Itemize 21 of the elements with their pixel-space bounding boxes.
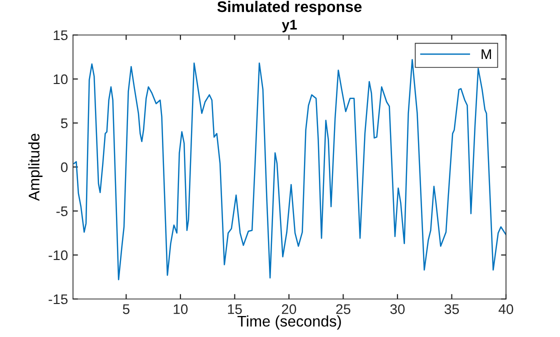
y-tick-label: 0 bbox=[60, 162, 68, 172]
x-tick-label: 35 bbox=[444, 304, 459, 314]
y-tick-label: -5 bbox=[56, 206, 68, 216]
y-axis-title: Amplitude bbox=[28, 134, 43, 201]
x-tick-label: 5 bbox=[122, 304, 130, 314]
x-axis-title: Time (seconds) bbox=[237, 315, 341, 330]
y-tick-label: -15 bbox=[48, 294, 68, 304]
x-tick-label: 40 bbox=[498, 304, 514, 314]
x-tick-label: 10 bbox=[174, 304, 188, 314]
x-tick-label: 15 bbox=[228, 304, 242, 314]
chart-subtitle: y1 bbox=[282, 20, 297, 32]
legend-label: M bbox=[482, 49, 491, 59]
y-tick-label: -10 bbox=[48, 250, 68, 260]
x-tick-label: 25 bbox=[336, 304, 350, 314]
x-tick-label: 20 bbox=[282, 304, 296, 314]
y-tick-label: 10 bbox=[54, 74, 68, 84]
y-tick-label: 5 bbox=[60, 118, 68, 128]
line-series bbox=[73, 59, 506, 280]
y-tick-label: 15 bbox=[54, 30, 68, 40]
x-tick-label: 30 bbox=[390, 304, 405, 314]
chart-title: Simulated response bbox=[217, 0, 362, 16]
